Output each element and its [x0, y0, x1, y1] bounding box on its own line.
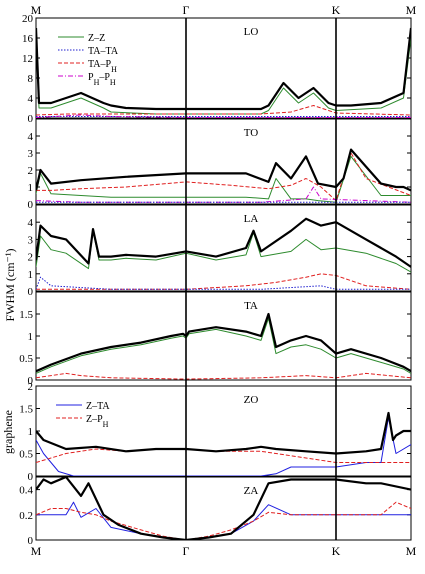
panel-title-zo: ZO [244, 394, 259, 406]
series-line-total [36, 411, 411, 455]
y-axis-label: FWHM (cm⁻¹) [3, 249, 17, 322]
series-line-zz [36, 37, 411, 115]
legend-label-part: P [104, 72, 110, 83]
panel-la: 0 1 2 3 4 LA [28, 204, 412, 298]
x-sym-label-bottom: K [332, 544, 341, 558]
side-label: graphene [1, 410, 15, 454]
series-line-zph [36, 501, 411, 540]
panel-title-za: ZA [244, 485, 259, 497]
panel-frame [35, 118, 412, 205]
series-line-taph [36, 152, 411, 202]
x-sym-label-top: M [406, 3, 417, 17]
legend-label-zta: Z–TA [86, 401, 110, 412]
series-group [36, 477, 411, 540]
overlay-group: M M Γ Γ K K M M FWHM (cm⁻¹) graphene [1, 3, 417, 558]
y-tick-label: 1.5 [19, 309, 33, 321]
legend-label-zph: Z–PH [86, 414, 109, 429]
series-line-total [36, 312, 411, 373]
series-line-zz [36, 230, 411, 273]
y-tick-label: 0.4 [19, 485, 33, 497]
y-tick-label: 2 [28, 252, 34, 264]
legend-label-part: TA– [88, 59, 107, 70]
panel-zo: 0 0.5 1 1.5 2 ZO Z–TA Z–PH [19, 381, 412, 483]
legend-label-part: – [98, 72, 105, 83]
legend-label-zz: Z–Z [88, 33, 105, 44]
panel-frame [35, 291, 412, 381]
legend-label-part: Z– [86, 414, 98, 425]
panel-title-ta: TA [244, 300, 258, 312]
legend: Z–TA Z–PH [56, 401, 110, 429]
legend-label-phph: PH–PH [88, 72, 116, 87]
y-tick-label: 0.2 [19, 510, 33, 522]
panel-frame [35, 476, 412, 541]
series-line-total [36, 27, 411, 111]
y-tick-label: 1 [28, 269, 34, 281]
y-tick-label: 0 [28, 286, 34, 298]
y-tick-label: 1.5 [19, 404, 33, 416]
legend-label-part: P [106, 59, 112, 70]
panel-ta: 0 0.5 1 1.5 TA [19, 291, 412, 387]
y-tick-label: 4 [28, 131, 34, 143]
y-tick-label: 1 [28, 331, 34, 343]
y-tick-label: 3 [28, 234, 34, 246]
series-line-total [36, 477, 411, 540]
y-tick-label: 0 [28, 375, 34, 387]
y-tick-label: 1 [28, 182, 34, 194]
series-line-taph [36, 105, 411, 116]
series-line-zz [36, 317, 411, 374]
y-tick-label: 16 [22, 33, 34, 45]
y-tick-label: 3 [28, 148, 34, 160]
series-line-phph [36, 186, 411, 203]
x-sym-label-bottom: M [406, 544, 417, 558]
y-tick-label: 0 [28, 113, 34, 125]
series-line-total [36, 217, 411, 268]
series-group [36, 148, 411, 203]
legend-label-part: P [97, 414, 103, 425]
panel-title-la: LA [244, 213, 259, 225]
y-tick-label: 4 [28, 217, 34, 229]
x-sym-label-top: Γ [183, 3, 190, 17]
x-sym-label-top: K [332, 3, 341, 17]
y-tick-label: 12 [22, 53, 33, 65]
panel-za: 0 0.2 0.4 ZA [19, 476, 412, 547]
legend-label-subscript: H [94, 78, 100, 87]
y-tick-label: 0 [28, 199, 34, 211]
series-group [36, 217, 411, 290]
y-tick-label: 0.5 [19, 449, 33, 461]
series-group [36, 411, 411, 476]
series-line-taph [36, 273, 411, 290]
y-tick-label: 1 [28, 426, 34, 438]
x-sym-label-bottom: Γ [183, 544, 190, 558]
series-group [36, 312, 411, 380]
series-line-tata [36, 276, 411, 290]
y-tick-label: 8 [28, 73, 34, 85]
legend-label-tata: TA–TA [88, 46, 119, 57]
legend-label-subscript: H [111, 65, 117, 74]
y-tick-label: 0 [28, 471, 34, 483]
y-tick-label: 4 [28, 93, 34, 105]
series-line-taph [36, 372, 411, 380]
y-tick-label: 2 [28, 381, 34, 393]
legend-label-subscript: H [110, 78, 116, 87]
panel-frame [35, 204, 412, 292]
y-tick-label: 20 [22, 13, 34, 25]
x-sym-label-top: M [31, 3, 42, 17]
panel-to: 0 1 2 3 4 TO [28, 118, 412, 211]
legend-label-taph: TA–PH [88, 59, 117, 74]
panel-title-lo: LO [244, 26, 259, 38]
panel-title-to: TO [244, 127, 259, 139]
legend-label-subscript: H [103, 420, 109, 429]
x-sym-label-bottom: M [31, 544, 42, 558]
legend-label-part: P [88, 72, 94, 83]
series-line-total [36, 148, 411, 192]
y-tick-label: 2 [28, 165, 34, 177]
y-tick-label: 0.5 [19, 353, 33, 365]
y-tick-label: 0 [28, 535, 34, 547]
series-line-zta [36, 417, 411, 476]
